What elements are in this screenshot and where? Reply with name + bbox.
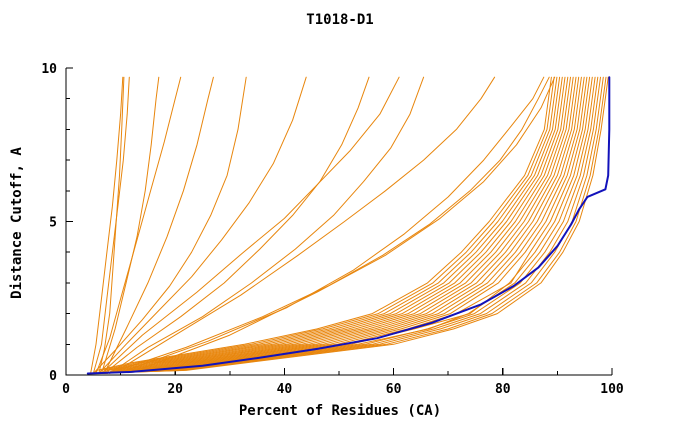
model-curve: [101, 76, 160, 374]
x-tick-label: 80: [495, 382, 511, 397]
chart-title: T1018-D1: [306, 12, 374, 28]
model-curve: [107, 76, 561, 374]
model-curve: [117, 76, 550, 371]
model-curve: [99, 76, 580, 374]
model-curve: [103, 76, 558, 374]
x-tick-label: 20: [167, 382, 183, 397]
highlight-curve: [86, 76, 611, 375]
model-curve: [98, 76, 307, 374]
y-tick-label: 10: [41, 62, 57, 77]
model-curve: [125, 76, 545, 371]
x-tick-label: 60: [386, 382, 402, 397]
model-curve: [103, 76, 214, 374]
model-curve: [98, 76, 582, 374]
model-curve: [100, 76, 577, 374]
model-curve: [102, 76, 571, 374]
y-tick-label: 0: [49, 369, 57, 384]
x-tick-label: 40: [277, 382, 293, 397]
model-curve: [92, 76, 596, 374]
x-tick-label: 100: [600, 382, 624, 397]
model-curve: [88, 76, 607, 374]
model-curve: [92, 76, 247, 374]
model-curve: [109, 76, 425, 374]
model-curve: [97, 76, 585, 374]
model-curve: [105, 76, 563, 374]
model-curve: [95, 76, 182, 374]
model-curve: [104, 76, 566, 374]
model-curve: [136, 76, 556, 371]
model-curve: [99, 76, 555, 374]
model-curve: [95, 76, 552, 374]
model-curve: [90, 76, 124, 374]
model-curve: [101, 76, 574, 374]
model-curve: [103, 76, 370, 374]
model-curve: [93, 76, 593, 374]
y-axis-label: Distance Cutoff, A: [9, 147, 25, 299]
model-curve: [90, 76, 601, 374]
model-curve: [114, 76, 496, 373]
model-curve: [98, 76, 125, 374]
model-curve: [96, 76, 588, 374]
x-axis-label: Percent of Residues (CA): [238, 403, 442, 419]
model-curve: [103, 76, 569, 374]
model-curve: [95, 76, 591, 374]
model-curve: [89, 76, 604, 374]
model-curve: [101, 76, 400, 374]
model-curve: [91, 76, 599, 374]
model-curve: [87, 76, 609, 374]
model-curve: [92, 76, 130, 374]
y-tick-label: 5: [49, 216, 57, 231]
x-tick-label: 0: [62, 382, 70, 397]
